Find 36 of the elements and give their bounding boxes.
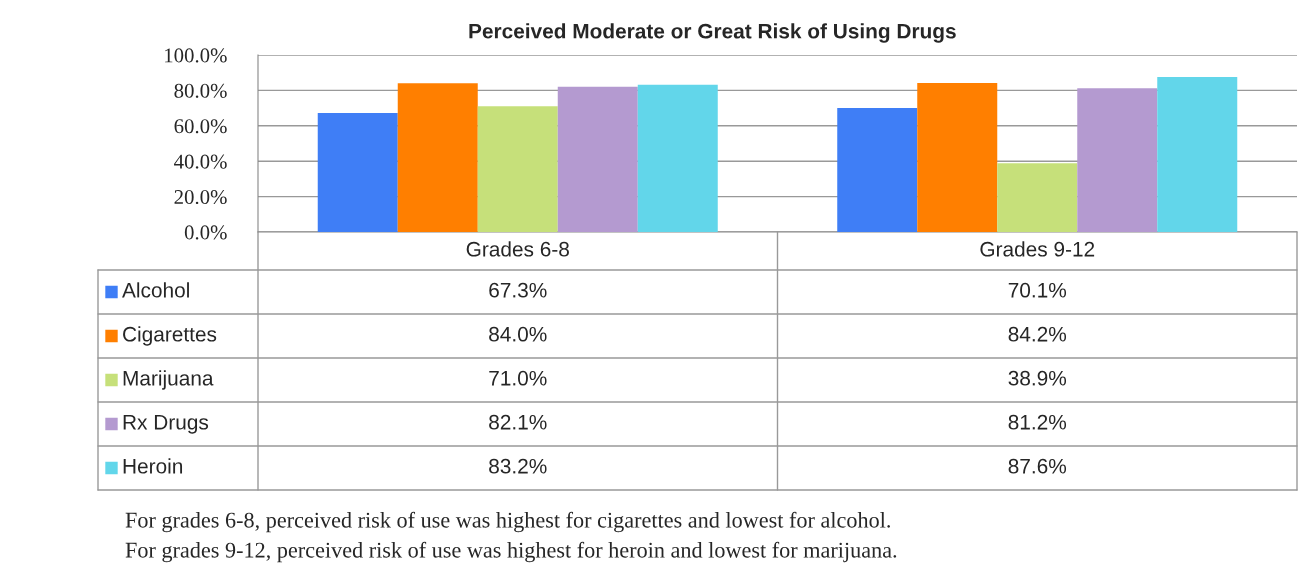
chart-title: Perceived Moderate or Great Risk of Using Drugs [469, 23, 956, 43]
data-label: 83.2% [489, 458, 547, 474]
x-tick-label: Grades 6-8 [466, 241, 569, 257]
bar [557, 86, 638, 232]
legend-label: Cigarettes [123, 326, 217, 346]
data-label: 71.0% [489, 370, 547, 386]
y-tick-label: 40.0% [174, 154, 227, 169]
bar [1077, 88, 1158, 232]
bar [477, 106, 558, 232]
bar [637, 84, 718, 232]
y-tick-label: 60.0% [174, 119, 227, 134]
y-tick-label: 0.0% [184, 225, 227, 240]
bar [397, 83, 478, 232]
data-label: 84.2% [1008, 326, 1067, 342]
data-label: 84.0% [489, 326, 547, 342]
y-tick-label: 80.0% [174, 83, 227, 98]
bar [1157, 76, 1238, 232]
bar [997, 163, 1078, 232]
data-label: 87.6% [1008, 458, 1067, 474]
legend-label: Alcohol [122, 282, 189, 298]
y-tick-label: 20.0% [174, 189, 227, 205]
text: For grades 6-8, perceived risk of use was highest for cigarettes and lowest for alcohol. [125, 511, 890, 533]
bar [917, 82, 998, 232]
legend-label: Heroin [123, 458, 183, 474]
bar [317, 112, 398, 232]
text: For grades 9-12, perceived risk of use was highest for heroin and lowest for marijuana. [125, 541, 897, 563]
data-label: 67.3% [489, 282, 547, 298]
x-tick-label: Grades 9-12 [980, 241, 1095, 257]
data-label: 81.2% [1008, 414, 1067, 430]
legend-label: Rx Drugs [123, 415, 209, 434]
y-tick-label: 100.0% [165, 48, 227, 63]
data-label: 70.1% [1008, 282, 1067, 298]
data-label: 82.1% [489, 414, 547, 430]
data-label: 38.9% [1008, 370, 1067, 386]
bar [837, 107, 918, 232]
legend-label: Marijuana [123, 370, 214, 390]
